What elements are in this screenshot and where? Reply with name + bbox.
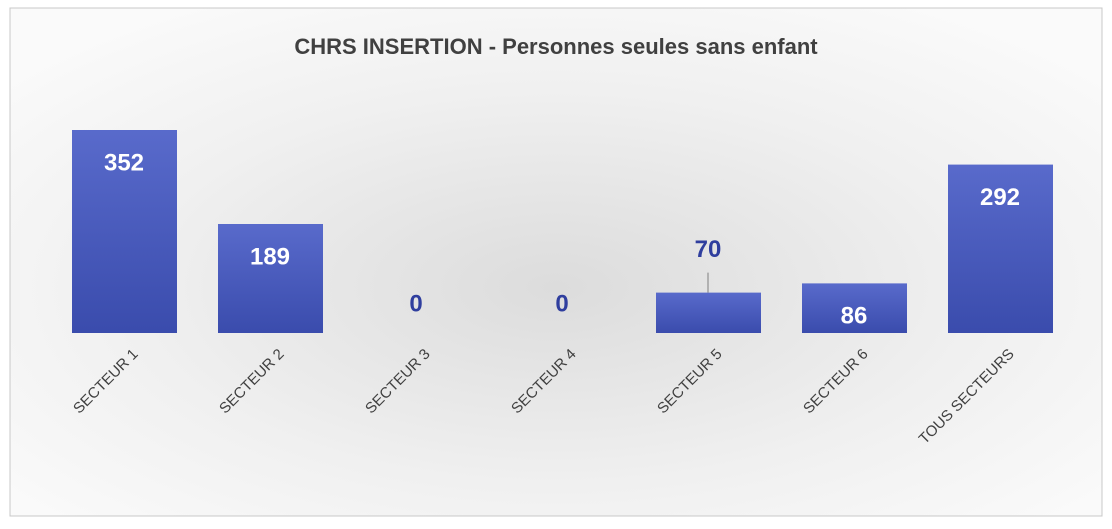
data-label: 292 — [980, 184, 1020, 211]
chart-area — [9, 7, 1103, 517]
data-label: 86 — [841, 303, 868, 330]
data-label: 189 — [250, 243, 290, 270]
bar-shade — [948, 164, 1053, 333]
data-label: 0 — [409, 290, 422, 317]
bar-shade — [72, 130, 177, 333]
data-label: 352 — [104, 149, 144, 176]
bar-shade — [218, 224, 323, 333]
chart-title: CHRS INSERTION - Personnes seules sans e… — [294, 34, 818, 59]
data-label: 0 — [555, 290, 568, 317]
data-label: 70 — [695, 236, 722, 263]
bar-shade — [802, 283, 907, 333]
bar-shade — [656, 292, 761, 333]
